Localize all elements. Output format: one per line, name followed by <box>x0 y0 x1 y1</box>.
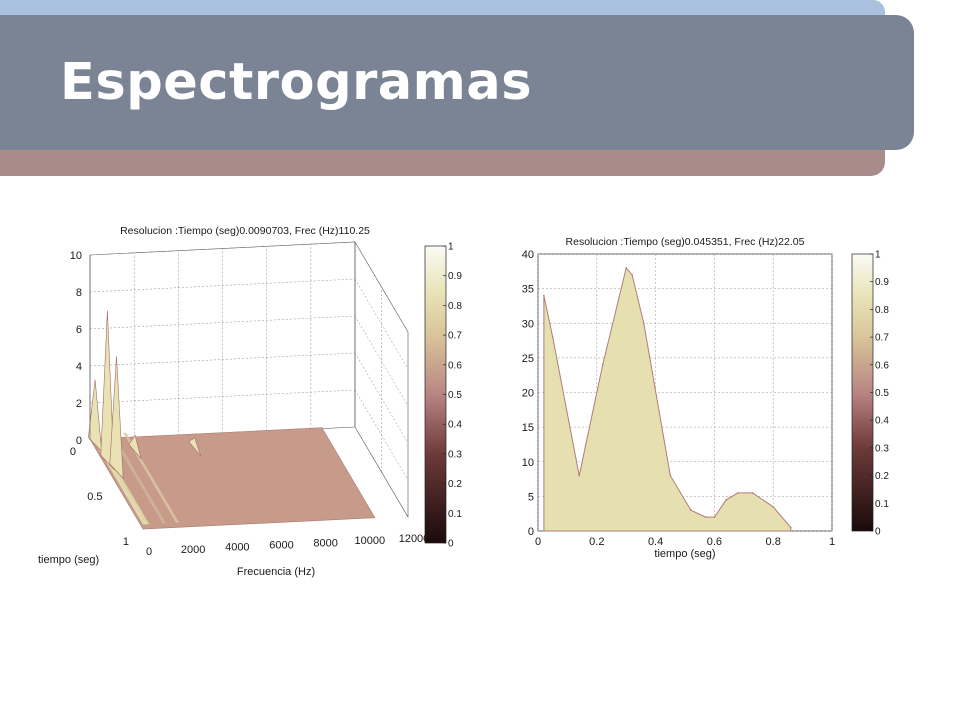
slide-title: Espectrogramas <box>60 53 533 112</box>
chart1-x-tick-label: 2000 <box>181 544 205 556</box>
chart1-grid-line <box>89 352 356 367</box>
chart1-y-tick-label: 0 <box>70 446 76 458</box>
chart1-peak <box>128 434 142 459</box>
chart2-colorbar-tick-label: 0.3 <box>875 443 889 454</box>
chart2-y-tick-label: 15 <box>522 422 534 434</box>
chart1-colorbar-tick-label: 0.1 <box>448 509 462 520</box>
chart1-grid-line <box>89 278 356 293</box>
chart1-grid-line <box>89 315 356 330</box>
chart2-data-point <box>737 492 739 494</box>
chart2-data-point <box>704 516 707 518</box>
chart2-data-point <box>643 322 645 325</box>
chart2-colorbar-tick-label: 0.5 <box>875 388 889 399</box>
chart1-x-tick-label: 0 <box>146 546 152 558</box>
chart2-data-point <box>631 273 633 276</box>
chart1-colorbar-tick-label: 0.4 <box>448 420 462 431</box>
chart2-data-point <box>625 267 627 269</box>
chart1-surface <box>89 427 376 530</box>
chart1-y-tick-label: 1 <box>123 536 129 548</box>
chart1-x-tick-label: 12000 <box>399 533 430 545</box>
chart2-data-point <box>578 474 580 477</box>
chart1-z-tick-label: 6 <box>76 324 82 336</box>
chart1-x-tick-label: 8000 <box>313 537 337 549</box>
chart1-y-tick-label: 0.5 <box>87 491 102 503</box>
chart1-z-tick-label: 2 <box>76 398 82 410</box>
chart1-grid-line <box>89 241 356 256</box>
chart2-colorbar-tick-label: 0 <box>875 527 881 538</box>
chart1-colorbar-tick-label: 0 <box>448 539 454 550</box>
chart1-x-tick-label: 10000 <box>355 535 386 547</box>
chart1-z-tick-label: 8 <box>76 287 82 299</box>
chart2-y-tick-label: 20 <box>522 388 534 400</box>
chart1-colorbar <box>424 245 447 544</box>
chart2-data-point <box>790 526 792 529</box>
chart2-x-tick-label: 0.6 <box>707 536 722 548</box>
chart1-peak <box>100 310 115 471</box>
chart2-y-tick-label: 30 <box>522 318 534 330</box>
chart2-x-tick-label: 0.4 <box>648 536 663 548</box>
chart2-y-tick-label: 25 <box>522 353 534 365</box>
chart2-colorbar-tick-label: 0.8 <box>875 305 889 316</box>
chart2-colorbar-tick-label: 0.2 <box>875 471 889 482</box>
chart2-y-tick-label: 0 <box>528 526 534 538</box>
chart2-colorbar <box>851 253 874 532</box>
chart2-colorbar-tick-label: 0.6 <box>875 360 889 371</box>
chart1-y-label: tiempo (seg) <box>38 554 99 566</box>
chart1-peak <box>88 379 103 453</box>
chart1-colorbar-tick-label: 0.7 <box>448 331 462 342</box>
chart1-z-tick-label: 4 <box>76 361 82 373</box>
chart2-data-point <box>601 364 604 366</box>
chart1-colorbar-tick-label: 0.2 <box>448 479 462 490</box>
chart1-colorbar-tick-label: 0.3 <box>448 449 462 460</box>
chart1-colorbar-tick-label: 0.8 <box>448 301 462 312</box>
title-bar: Espectrogramas <box>0 15 914 150</box>
chart1-z-tick-label: 10 <box>70 250 82 262</box>
chart1-grid-line <box>89 389 356 404</box>
chart2-colorbar-tick-label: 0.1 <box>875 499 889 510</box>
chart2-title: Resolucion :Tiempo (seg)0.045351, Frec (… <box>566 236 805 248</box>
chart2-data-point <box>690 509 692 512</box>
chart2-x-label: tiempo (seg) <box>654 548 715 560</box>
chart2-data-point <box>669 474 672 477</box>
chart2-x-tick-label: 0.8 <box>766 536 781 548</box>
chart2-x-tick-label: 1 <box>829 536 835 548</box>
chart1-x-tick-label: 6000 <box>269 540 293 552</box>
chart1-colorbar-tick-label: 0.5 <box>448 390 462 401</box>
chart1-ridge <box>109 433 166 524</box>
chart1-title: Resolucion :Tiempo (seg)0.0090703, Frec … <box>120 225 370 237</box>
chart2-colorbar-tick-label: 0.9 <box>875 277 889 288</box>
chart2-data-point <box>751 492 754 494</box>
chart1-colorbar-tick-label: 1 <box>448 242 454 253</box>
chart1-colorbar-tick-label: 0.6 <box>448 360 462 371</box>
chart2-colorbar-tick-label: 1 <box>875 250 881 261</box>
chart1-peak <box>109 356 124 480</box>
chart2-data-point <box>772 505 774 508</box>
chart2-data-point <box>543 294 545 297</box>
chart1-x-label: Frecuencia (Hz) <box>237 566 315 578</box>
chart2-x-tick-label: 0.2 <box>589 536 604 548</box>
chart1-peak <box>188 437 201 457</box>
chart1-z-tick-label: 0 <box>76 435 82 447</box>
chart2-y-tick-label: 40 <box>522 249 534 261</box>
chart2-y-tick-label: 35 <box>522 284 534 296</box>
chart2-x-tick-label: 0 <box>535 536 541 548</box>
chart2-y-tick-label: 10 <box>522 457 534 469</box>
chart1-ridge <box>123 432 180 523</box>
chart2-colorbar-tick-label: 0.4 <box>875 416 889 427</box>
chart2-data-point <box>713 516 716 518</box>
chart2-y-tick-label: 5 <box>528 491 534 503</box>
chart2-data-point <box>725 499 727 501</box>
chart1-grid-line <box>354 315 409 407</box>
chart2-data-point <box>551 336 554 338</box>
chart2-colorbar-tick-label: 0.7 <box>875 333 889 344</box>
chart1-x-tick-label: 4000 <box>225 542 249 554</box>
chart1-colorbar-tick-label: 0.9 <box>448 271 462 282</box>
